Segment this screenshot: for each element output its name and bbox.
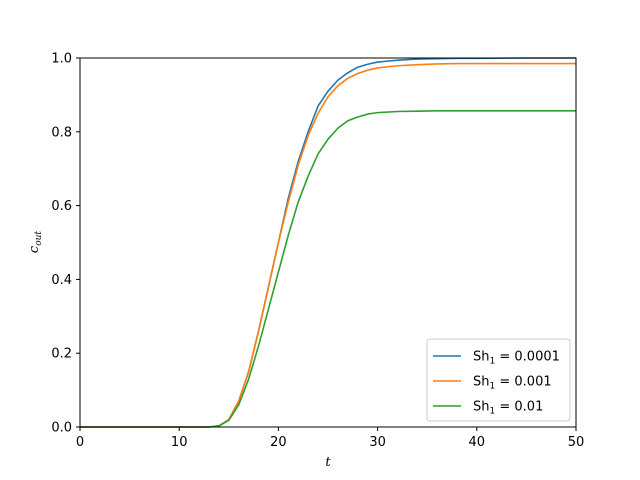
legend-label-main: Sh [473,350,490,365]
y-tick-label: 0.6 [51,199,72,214]
legend-frame [426,338,571,422]
legend-label-subscript: 1 [490,357,496,367]
x-tick-label: 50 [568,435,585,450]
plot-frame [79,57,577,428]
legend-label-main: Sh [473,400,490,415]
y-axis-label-main: c [27,245,42,253]
x-axis-label: t [325,455,331,470]
y-tick-label: 0.4 [51,273,72,288]
series-line-2 [80,109,576,428]
legend-label-subscript: 1 [490,407,496,417]
ticks-layer: 0 10 20 30 40 50 0.0 0.2 0.4 0.6 0.8 1.0 [51,52,584,451]
y-axis-label-subscript: out [34,231,44,246]
legend-label-1: Sh1 = 0.001 [473,375,552,392]
y-axis-label-group: cout [27,231,44,253]
x-tick-label: 10 [171,435,188,450]
legend-label-value: = 0.01 [495,400,543,415]
x-tick-label: 20 [270,435,287,450]
series-layer [80,57,576,428]
y-axis-label: cout [27,231,44,253]
x-tick-label: 30 [369,435,386,450]
x-tick-label: 40 [469,435,486,450]
y-tick-label: 0.8 [51,125,72,140]
legend-label-subscript: 1 [490,382,496,392]
legend-label-value: = 0.001 [495,375,551,390]
legend-label-2: Sh1 = 0.01 [473,400,543,417]
x-tick-label: 0 [76,435,84,450]
y-tick-label: 0.0 [51,421,72,436]
legend-label-value: = 0.0001 [495,350,560,365]
y-tick-label: 1.0 [51,52,72,67]
legend-label-0: Sh1 = 0.0001 [473,350,560,367]
legend-label-main: Sh [473,375,490,390]
y-tick-label: 0.2 [51,347,72,362]
